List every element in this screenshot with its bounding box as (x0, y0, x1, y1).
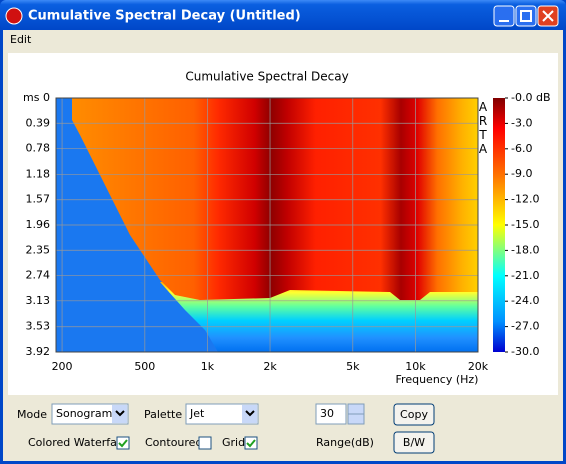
colorbar-label: -18.0 (511, 243, 539, 256)
checkbox-label: Grid (222, 436, 245, 449)
x-tick-label: 5k (346, 360, 360, 373)
colorbar-label: -12.0 (511, 193, 539, 206)
checkbox[interactable] (244, 436, 258, 450)
watermark: ARTA (476, 100, 490, 156)
palette-value: Jet (189, 407, 205, 420)
y-tick-label: 0.39 (26, 116, 51, 129)
colorbar-label: -3.0 (511, 116, 532, 129)
colorbar-label: -27.0 (511, 320, 539, 333)
colorbar-label: -24.0 (511, 294, 539, 307)
x-axis-label: Frequency (Hz) (396, 373, 479, 386)
colorbar-label: -21.0 (511, 269, 539, 282)
dropdown-arrows (115, 410, 255, 417)
window-button-icons (499, 10, 554, 22)
y-tick-label: 1.57 (26, 193, 51, 206)
y-tick-label: 3.92 (26, 345, 51, 358)
checkbox-label: Colored Waterfall (28, 436, 123, 449)
title-bar (0, 0, 566, 30)
mode-value: Sonogram (56, 407, 112, 420)
x-tick-label: 1k (201, 360, 215, 373)
colorbar-label: -6.0 (511, 142, 532, 155)
palette-label: Palette (144, 408, 182, 421)
menu-item[interactable]: Edit (10, 33, 32, 46)
minimize-button[interactable] (493, 5, 515, 27)
checkbox[interactable] (198, 436, 212, 450)
colorbar-label: -9.0 (511, 167, 532, 180)
bw-label: B/W (403, 436, 425, 449)
plot-border (55, 97, 479, 353)
spin-up[interactable] (347, 403, 365, 415)
window-title: Cumulative Spectral Decay (Untitled) (28, 9, 301, 24)
spin-down[interactable] (347, 413, 365, 425)
x-tick-label: 200 (52, 360, 73, 373)
checkmark (246, 439, 256, 448)
chart-title: Cumulative Spectral Decay (185, 70, 348, 84)
copy-label: Copy (400, 408, 428, 421)
x-tick-label: 500 (134, 360, 155, 373)
y-tick-label: 2.74 (26, 269, 51, 282)
app-icon (5, 7, 23, 25)
checkbox-label: Contoured (145, 436, 202, 449)
y-tick-label: 3.53 (26, 320, 51, 333)
palette-select[interactable] (185, 403, 259, 425)
maximize-button[interactable] (515, 5, 537, 27)
range-input[interactable] (315, 403, 347, 425)
x-tick-label: 10k (405, 360, 426, 373)
bw-button[interactable] (393, 431, 435, 454)
y-tick-label: 2.35 (26, 243, 51, 256)
y-tick-label: 3.13 (26, 294, 51, 307)
sonogram-tail (160, 282, 478, 352)
colorbar-label: -15.0 (511, 218, 539, 231)
y-tick-label: 1.18 (26, 167, 51, 180)
colorbar (493, 98, 505, 352)
checkmark (118, 439, 128, 448)
copy-button[interactable] (393, 403, 435, 426)
range-label: Range(dB) (316, 436, 374, 449)
colorbar-label: -30.0 (511, 345, 539, 358)
mode-label: Mode (17, 408, 47, 421)
range-value: 30 (320, 407, 334, 420)
y-tick-label: 1.96 (26, 218, 51, 231)
checkbox[interactable] (116, 436, 130, 450)
x-tick-label: 20k (468, 360, 489, 373)
x-tick-label: 2k (263, 360, 277, 373)
colorbar-label: -0.0 dB (511, 91, 551, 104)
y-tick-label: 0.78 (26, 142, 51, 155)
y-tick-label: ms 0 (23, 91, 50, 104)
mode-select[interactable] (51, 403, 129, 425)
